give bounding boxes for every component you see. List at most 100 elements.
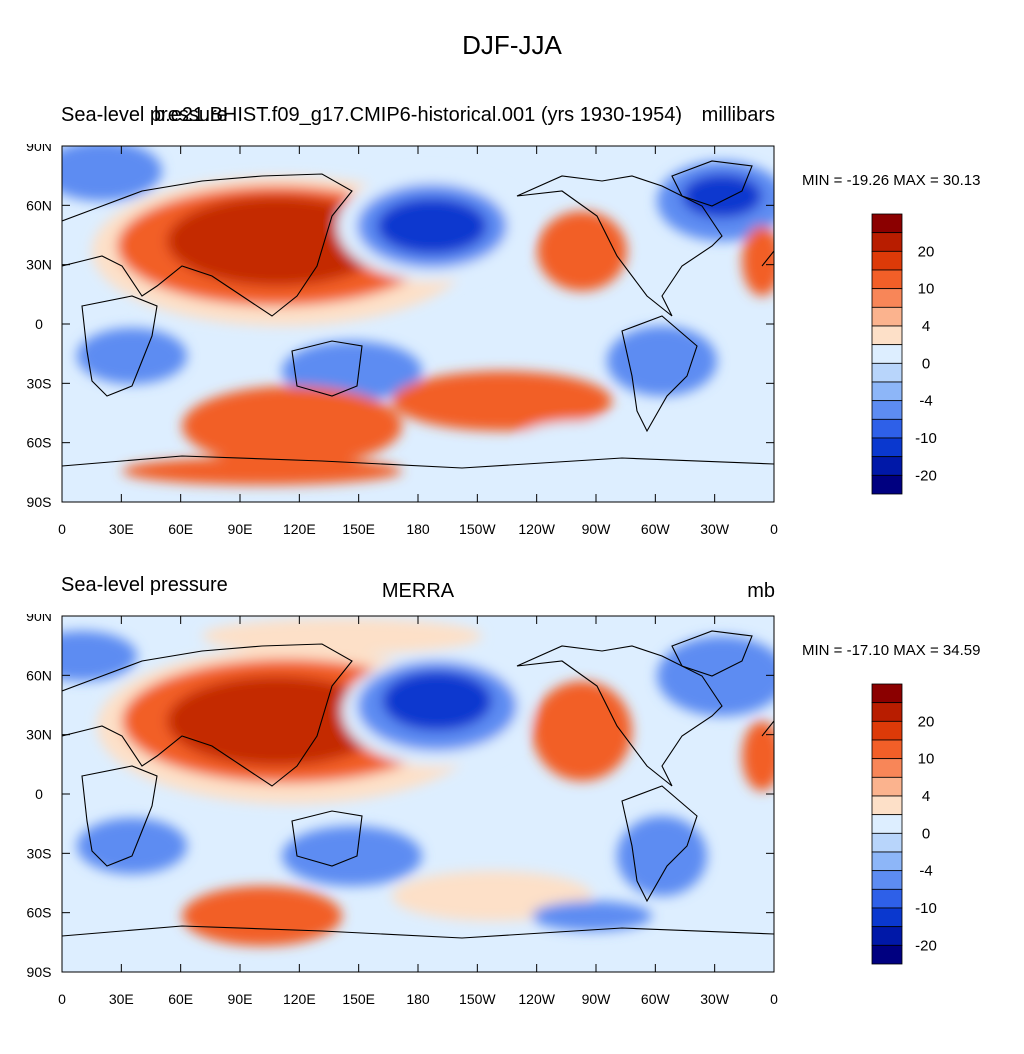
lon-label: 120W — [518, 991, 555, 1007]
colorbar-swatch — [871, 758, 903, 778]
lon-label: 180 — [406, 991, 430, 1007]
lat-label: 60S — [27, 905, 52, 921]
lat-label: 30N — [26, 257, 52, 273]
colorbar-swatch — [871, 400, 903, 420]
coastline — [62, 643, 353, 787]
lon-label: 90E — [228, 991, 253, 1007]
anomaly-region — [62, 631, 137, 681]
colorbar-swatch — [871, 344, 903, 364]
coastline — [621, 785, 698, 903]
anomaly-region — [62, 146, 162, 201]
colorbar-swatch — [871, 250, 903, 271]
lon-label: 60E — [168, 521, 193, 537]
anomaly-region — [167, 196, 387, 286]
colorbar-swatch — [871, 437, 903, 458]
colorbar-swatch — [871, 381, 903, 402]
coastline — [761, 720, 774, 737]
lon-label: 60E — [168, 991, 193, 1007]
coastline — [761, 250, 774, 267]
colorbar-swatch — [871, 944, 903, 965]
colorbar-swatch — [871, 795, 903, 816]
colorbar-label: 4 — [922, 788, 930, 805]
coastline — [62, 925, 774, 939]
colorbar-swatch — [871, 232, 903, 252]
coastlines — [62, 160, 774, 469]
coastline — [671, 630, 753, 677]
anomaly-region — [532, 901, 652, 931]
lat-label: 90N — [26, 144, 52, 154]
lon-label: 120W — [518, 521, 555, 537]
anomaly-region — [122, 457, 402, 485]
colorbar-label: 0 — [922, 355, 930, 372]
colorbar-label: -20 — [915, 467, 937, 484]
anomaly-region — [532, 681, 632, 781]
colorbar-label: 20 — [918, 243, 935, 260]
anomaly-region — [182, 886, 342, 946]
lon-label: 0 — [58, 521, 66, 537]
contour-field — [62, 146, 774, 502]
colorbar-swatch — [871, 814, 903, 834]
lat-label: 30S — [27, 845, 52, 861]
lat-label: 90N — [26, 614, 52, 624]
lon-label: 150E — [342, 521, 375, 537]
panel-center-title: b.e21.BHIST.f09_g17.CMIP6-historical.001… — [153, 104, 683, 126]
lat-label: 0 — [35, 316, 43, 332]
anomaly-region — [657, 636, 774, 716]
colorbar-swatch — [871, 683, 903, 704]
colorbar-swatch — [871, 456, 903, 476]
figure: DJF-JJA Sea-level pressure b.e21.BHIST.f… — [26, 30, 981, 1007]
colorbar-label: 0 — [922, 825, 930, 842]
lon-label: 90W — [582, 991, 612, 1007]
anomaly-region — [382, 671, 492, 731]
colorbar-swatch — [871, 474, 903, 495]
minmax-label: MIN = -19.26 MAX = 30.13 — [802, 172, 981, 189]
colorbar-label: 10 — [918, 751, 935, 768]
lat-label: 0 — [35, 786, 43, 802]
colorbar-swatch — [871, 418, 903, 439]
colorbar-swatch — [871, 269, 903, 290]
lon-label: 150W — [459, 991, 496, 1007]
main-title: DJF-JJA — [462, 30, 562, 60]
colorbar-swatch — [871, 325, 903, 346]
lon-label: 0 — [770, 991, 778, 1007]
map-panel-obs: 90N 60N 30N 0 30S 60S 90S 0 30E 60E 90E 120E 150E 180… — [26, 614, 937, 1007]
lon-label: 0 — [770, 521, 778, 537]
lon-label: 120E — [283, 991, 316, 1007]
anomaly-region — [682, 174, 762, 218]
lat-label: 30N — [26, 727, 52, 743]
anomaly-region — [522, 421, 642, 451]
colorbar-label: 4 — [922, 318, 930, 335]
panel-obs: Sea-level pressure MERRA mb MIN = -17.10… — [0, 574, 1024, 1054]
minmax-label: MIN = -17.10 MAX = 34.59 — [802, 642, 981, 659]
colorbar-label: -20 — [915, 937, 937, 954]
colorbar-swatch — [871, 776, 903, 797]
colorbar-swatch — [871, 888, 903, 909]
coastline — [291, 340, 363, 397]
lon-label: 60W — [641, 991, 671, 1007]
lon-label: 180 — [406, 521, 430, 537]
anomaly-region — [392, 371, 612, 431]
colorbar-label: 10 — [918, 281, 935, 298]
lat-label: 90S — [27, 494, 52, 510]
panel-left-title: Sea-level pressure — [61, 574, 228, 596]
lon-label: 30E — [109, 521, 134, 537]
anomaly-region — [77, 818, 187, 874]
coastline — [62, 455, 774, 469]
anomaly-region — [202, 618, 482, 654]
anomaly-region — [282, 826, 422, 886]
colorbar-swatch — [871, 851, 903, 872]
lat-label: 90S — [27, 964, 52, 980]
lon-label: 120E — [283, 521, 316, 537]
colorbar-label: -10 — [915, 430, 937, 447]
lat-label: 60N — [26, 667, 52, 683]
colorbar-swatch — [871, 213, 903, 234]
panel-left-title: Sea-level pressure — [61, 104, 228, 126]
coastline — [671, 160, 753, 207]
panel-units: mb — [747, 580, 775, 602]
colorbar: 20 10 4 0 -4 -10 -20 — [871, 683, 937, 965]
lon-label: 30W — [700, 521, 730, 537]
coastline — [81, 765, 158, 867]
lon-label: 150E — [342, 991, 375, 1007]
colorbar-swatch — [871, 907, 903, 928]
colorbar: 20 10 4 0 -4 -10 -20 — [871, 213, 937, 495]
